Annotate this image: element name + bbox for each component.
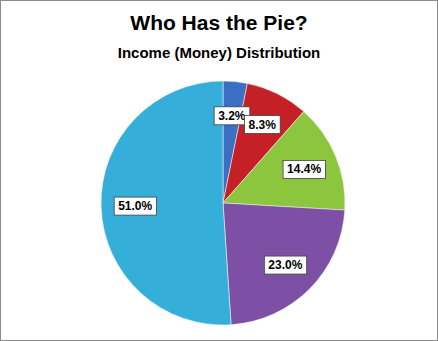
pie-slice xyxy=(223,112,345,211)
chart-container: Who Has the Pie? Income (Money) Distribut… xyxy=(0,0,438,341)
data-label: 23.0% xyxy=(268,258,302,272)
chart-frame xyxy=(1,1,438,341)
data-label-group: 14.4% xyxy=(283,160,325,178)
data-label-group: 51.0% xyxy=(114,197,156,215)
data-label: 8.3% xyxy=(248,118,276,132)
pie-slice xyxy=(101,81,231,325)
data-label-box xyxy=(244,116,280,134)
data-label-box xyxy=(264,256,306,274)
chart-subtitle: Income (Money) Distribution xyxy=(118,44,321,61)
data-label-group: 23.0% xyxy=(264,256,306,274)
data-label-group: 8.3% xyxy=(244,116,280,134)
data-labels: 3.2%8.3% 14.4% 23.0% 51.0% xyxy=(114,107,325,274)
data-label: 51.0% xyxy=(118,199,152,213)
chart-title: Who Has the Pie? xyxy=(130,11,307,34)
chart-svg: Who Has the Pie? Income (Money) Distribut… xyxy=(0,0,438,341)
data-label: 3.2% xyxy=(218,109,246,123)
data-label-box xyxy=(283,160,325,178)
pie-group xyxy=(101,81,345,325)
pie-slice xyxy=(223,203,345,325)
data-label: 14.4% xyxy=(287,162,321,176)
data-label-box xyxy=(114,197,156,215)
